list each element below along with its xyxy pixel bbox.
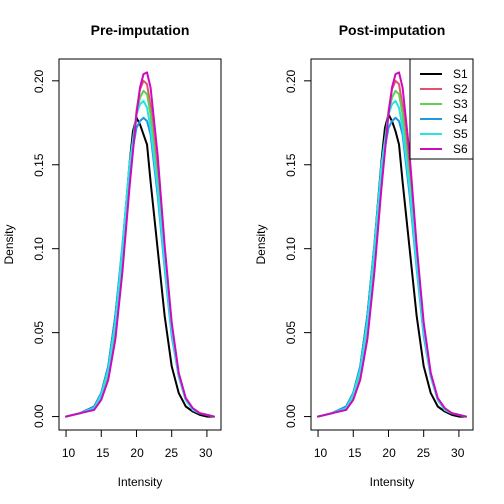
x-axis-label: Intensity (118, 475, 163, 489)
y-tick-label: 0.10 (32, 237, 46, 261)
y-tick-label: 0.10 (284, 237, 298, 261)
x-tick-label: 15 (96, 446, 110, 460)
chart-title: Pre-imputation (91, 22, 190, 38)
series-layer (317, 71, 467, 418)
legend-label: S3 (453, 97, 468, 111)
y-tick-label: 0.15 (32, 153, 46, 177)
legend-label: S4 (453, 112, 468, 126)
y-tick-label: 0.20 (32, 69, 46, 93)
chart-title: Post-imputation (339, 22, 446, 38)
x-tick-label: 25 (417, 446, 431, 460)
y-tick-label: 0.00 (32, 404, 46, 428)
series-layer (65, 71, 215, 418)
x-tick-label: 25 (165, 446, 179, 460)
pre-imputation-panel: Pre-imputation 10 15 20 25 30 0.00 0.05 … (2, 22, 222, 489)
legend: S1 S2 S3 S4 S5 S6 (409, 58, 474, 160)
y-axis-label: Density (254, 224, 268, 264)
legend-label: S1 (453, 67, 468, 81)
post-imputation-panel: Post-imputation 10 15 20 25 30 0.00 0.05… (254, 22, 474, 489)
series-line-s6 (317, 71, 467, 418)
legend-label: S6 (453, 142, 468, 156)
legend-label: S2 (453, 82, 468, 96)
x-tick-label: 15 (348, 446, 362, 460)
x-axis-label: Intensity (370, 475, 415, 489)
y-tick-label: 0.05 (32, 321, 46, 345)
x-tick-label: 20 (382, 446, 396, 460)
legend-label: S5 (453, 127, 468, 141)
x-tick-label: 20 (130, 446, 144, 460)
y-tick-label: 0.15 (284, 153, 298, 177)
x-tick-label: 10 (314, 446, 328, 460)
y-axis-label: Density (2, 224, 16, 264)
x-axis (65, 429, 208, 437)
legend-keys (420, 73, 442, 150)
x-tick-label: 30 (451, 446, 465, 460)
y-tick-label: 0.05 (284, 321, 298, 345)
x-axis (317, 429, 460, 437)
x-tick-label: 10 (62, 446, 76, 460)
y-axis (304, 80, 312, 418)
x-tick-label: 30 (199, 446, 213, 460)
series-line-6 (65, 71, 215, 418)
y-axis (52, 80, 60, 418)
y-tick-label: 0.00 (284, 404, 298, 428)
y-tick-label: 0.20 (284, 69, 298, 93)
legend-box (409, 58, 474, 160)
